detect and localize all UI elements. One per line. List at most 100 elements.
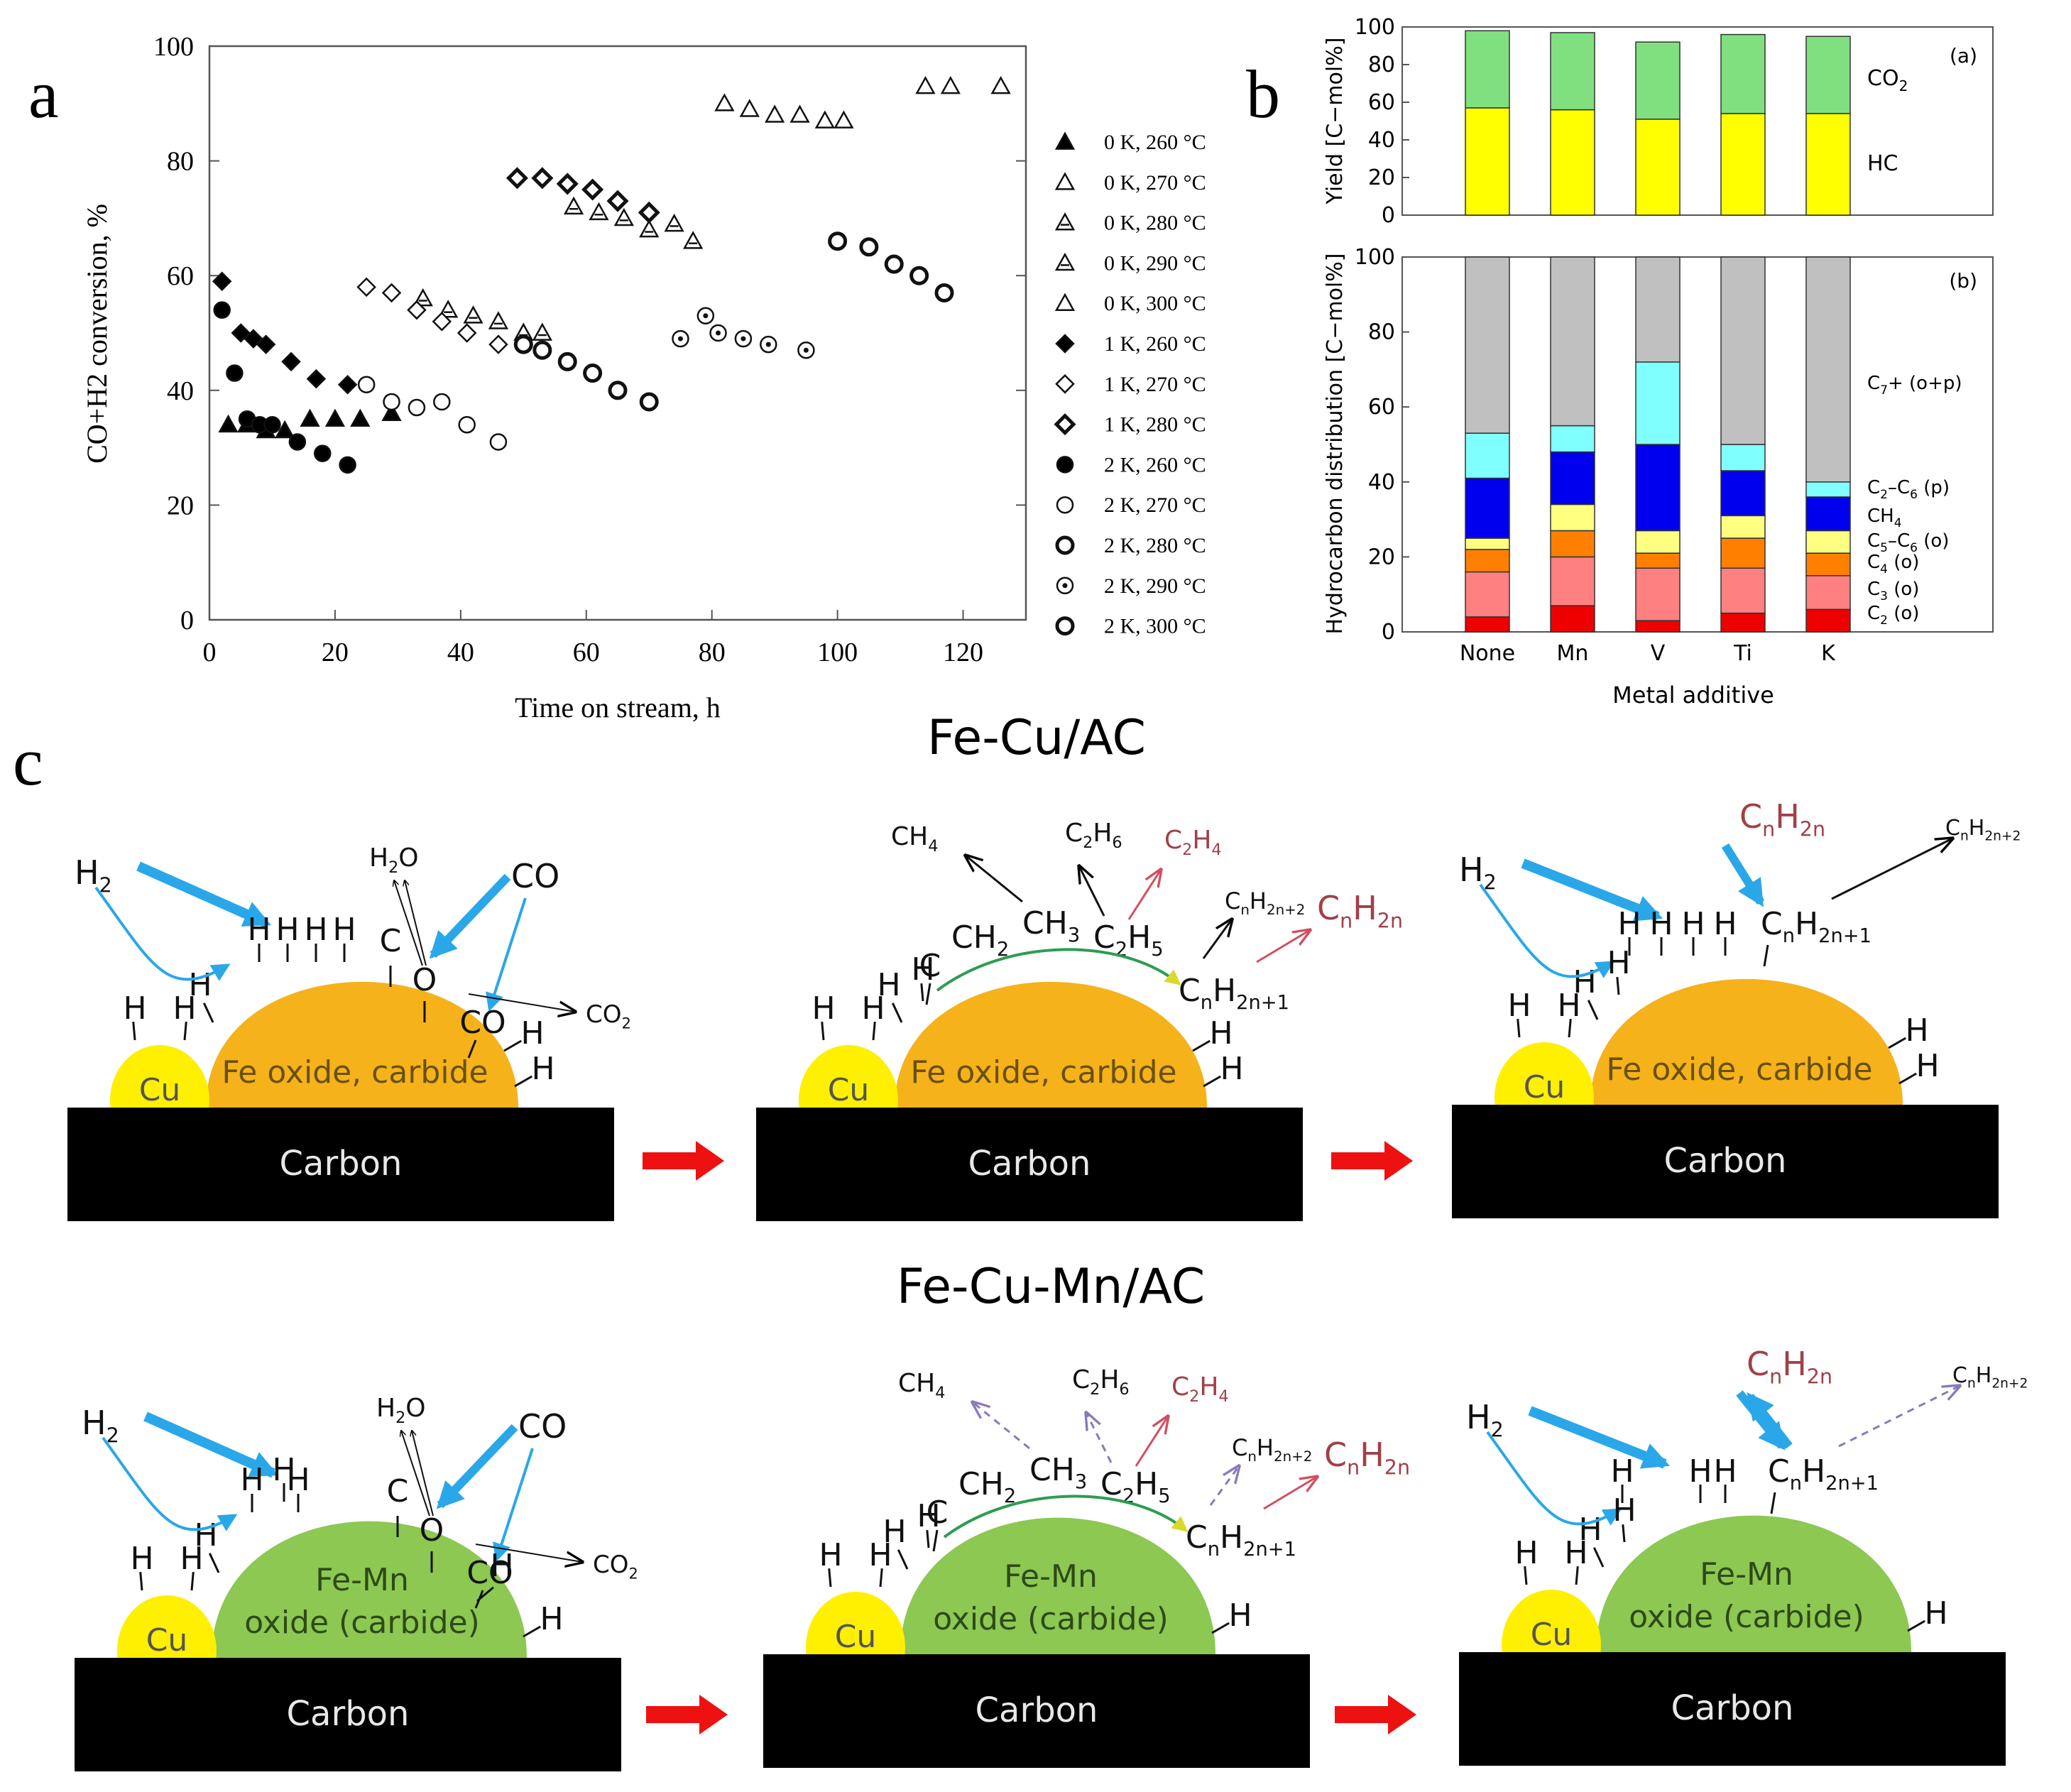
h-atom: H (1564, 1535, 1588, 1571)
label-main: CH (1867, 506, 1894, 527)
subscript: 6 (1119, 1380, 1129, 1399)
bond-line (523, 1625, 541, 1638)
data-point (324, 408, 346, 427)
carbon-label: Carbon (968, 1144, 1091, 1184)
formula-part: H (1127, 919, 1151, 956)
bond-line (1568, 1018, 1572, 1038)
h-atom: H (1573, 964, 1596, 1000)
formula-part: CO (518, 1407, 567, 1446)
bond-line (920, 983, 924, 1002)
row1-title: Fe-Cu/AC (927, 710, 1146, 766)
circle-marker (1056, 456, 1074, 474)
chain-c: C (927, 1495, 949, 1531)
x-tick-label: 20 (322, 638, 349, 667)
data-point (734, 329, 753, 348)
h-spillover-arrow (1479, 883, 1615, 978)
data-point (407, 300, 427, 320)
h-atom: H (1578, 1512, 1602, 1548)
subscript: 2n+1 (1825, 1473, 1879, 1495)
x-tick-label: 120 (943, 638, 983, 667)
data-point (212, 271, 232, 292)
formula-part: H (1353, 889, 1377, 927)
h-atom: H (188, 967, 212, 1003)
bar-segment (1635, 567, 1681, 621)
circle-marker (226, 364, 244, 382)
triangle-marker (532, 322, 552, 341)
subscript: 2n+2 (1274, 1448, 1312, 1465)
y-tick-label: 40 (1368, 470, 1395, 495)
bar-segment (1720, 612, 1766, 633)
formula-part: CH (951, 919, 997, 956)
y-tick-label: 80 (1368, 53, 1395, 77)
legend-marker (1054, 131, 1076, 150)
subscript: 5 (1158, 1485, 1170, 1507)
o-atom: O (412, 962, 437, 998)
marker-dot (1062, 583, 1068, 589)
label-rest: (o) (1888, 552, 1919, 573)
carbon-label: Carbon (976, 1690, 1098, 1730)
paraffin-release-arrow (1209, 1466, 1239, 1506)
particle-label: Fe-Mn (1004, 1558, 1098, 1595)
data-point (589, 202, 609, 221)
y-tick-label: 100 (153, 32, 194, 62)
data-point (488, 334, 508, 354)
legend-marker (1054, 293, 1076, 312)
cu-label: Cu (1524, 1069, 1565, 1105)
y-tick-label: 40 (1368, 128, 1395, 153)
category-label: Ti (1733, 641, 1752, 666)
bar-segment (1550, 32, 1595, 111)
bar-segment (1465, 432, 1510, 479)
h-atom: H (1220, 1051, 1243, 1087)
co-surface: CO (466, 1555, 513, 1591)
series-label: C2–C6 (p) (1867, 477, 1950, 502)
data-point (672, 329, 689, 348)
data-point (275, 420, 295, 439)
label-sub: 2 (1880, 613, 1888, 628)
subscript: 2 (1491, 1419, 1504, 1442)
h-atom: H (1924, 1595, 1947, 1632)
panel-b-bottom-bars (1465, 256, 1851, 633)
bond-line (828, 1568, 832, 1588)
subscript: n (1762, 818, 1775, 841)
legend-marker (1055, 616, 1075, 636)
bond-line (1898, 1072, 1917, 1085)
circle-marker (433, 393, 451, 411)
cu-label: Cu (828, 1072, 870, 1108)
data-point (608, 381, 628, 400)
c2h5-group: C2H5 (1100, 1466, 1171, 1507)
data-point (244, 329, 263, 349)
legend-marker (1054, 172, 1076, 190)
bar-segment (1465, 616, 1510, 633)
data-point (638, 201, 660, 224)
subscript: 3 (1068, 924, 1080, 946)
formula-part: CH (898, 1369, 935, 1398)
bond-line (1770, 1492, 1776, 1514)
subscript: 2 (106, 1424, 119, 1448)
data-point (218, 414, 239, 433)
triangle-marker (1054, 212, 1076, 231)
data-point (714, 93, 735, 111)
h2o-arrow (401, 1431, 430, 1517)
chain-c: C (919, 948, 941, 984)
h2-adsorption-arrow (1521, 858, 1663, 922)
ch2-group: CH2 (958, 1466, 1016, 1507)
ch3-group: CH3 (1022, 905, 1080, 946)
formula-part: C (1739, 797, 1762, 836)
chain-growth-arc (936, 948, 1181, 992)
bar-segment (1550, 425, 1595, 453)
process-arrow (1331, 1141, 1413, 1181)
h-atom: H (1713, 1453, 1737, 1490)
fe-oxide-particle (1590, 978, 1903, 1105)
data-point (300, 408, 320, 427)
marker-dot (677, 336, 683, 342)
formula-part: H (1360, 1436, 1384, 1474)
paraffin-label: CnH2n+2 (1952, 1363, 2028, 1392)
bond-line (1763, 944, 1769, 967)
h-spillover-arrow (102, 1436, 238, 1531)
data-point (859, 237, 879, 257)
h-atom: H (130, 1541, 153, 1577)
particle-label: Fe oxide, carbide (1606, 1051, 1872, 1088)
particle-label: Fe-Mn (1700, 1556, 1793, 1592)
category-label: V (1651, 641, 1666, 666)
